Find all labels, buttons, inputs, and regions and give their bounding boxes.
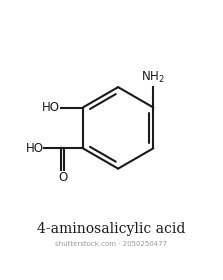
Text: HO: HO: [26, 142, 44, 155]
Text: 4-aminosalicylic acid: 4-aminosalicylic acid: [37, 222, 186, 236]
Text: O: O: [58, 171, 67, 185]
Text: NH$_2$: NH$_2$: [141, 70, 165, 85]
Text: shutterstock.com · 2050250477: shutterstock.com · 2050250477: [56, 241, 167, 246]
Text: HO: HO: [42, 101, 60, 114]
